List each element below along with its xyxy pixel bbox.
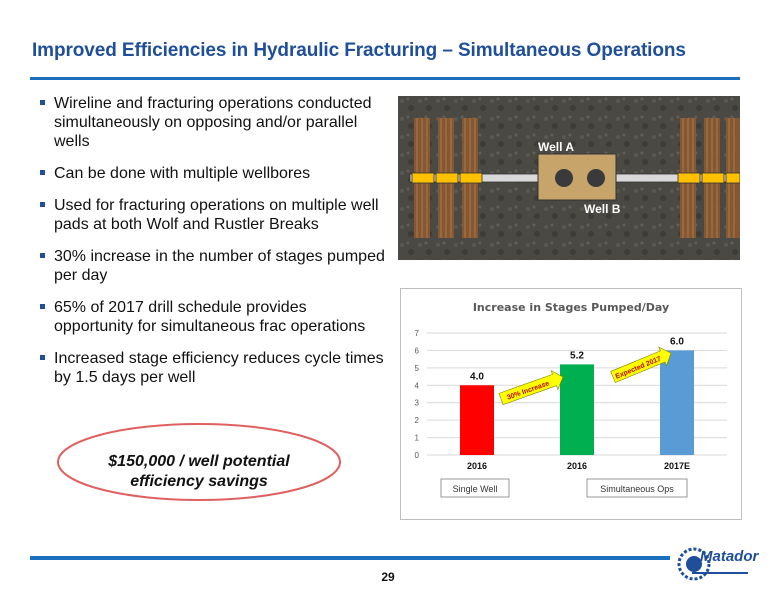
y-tick-label: 6: [415, 346, 420, 355]
data-label: 5.2: [570, 350, 584, 361]
well-a-label: Well A: [538, 140, 575, 154]
page-number: 29: [381, 570, 395, 584]
bullet-item: 65% of 2017 drill schedule provides oppo…: [38, 298, 388, 336]
single-well-label: Single Well: [453, 484, 498, 494]
y-tick-label: 7: [415, 329, 420, 338]
y-tick-label: 0: [415, 451, 420, 460]
expected-arrow-shape: [610, 346, 672, 383]
bar: [660, 350, 694, 455]
bullet-square-icon: [40, 202, 45, 207]
y-tick-label: 3: [415, 399, 420, 408]
data-label: 4.0: [470, 371, 484, 382]
chart-title: Increase in Stages Pumped/Day: [473, 301, 669, 314]
logo-text: Matador: [700, 548, 759, 565]
stages-chart: Increase in Stages Pumped/Day 0 1 2 3 4 5 6 7 4.0…: [400, 288, 742, 520]
bullet-square-icon: [40, 355, 45, 360]
well-b-label: Well B: [584, 202, 621, 216]
bullet-item: Wireline and fracturing operations condu…: [38, 94, 388, 151]
bullet-text: 65% of 2017 drill schedule provides oppo…: [54, 299, 366, 335]
bullet-item: 30% increase in the number of stages pum…: [38, 247, 388, 285]
y-tick-label: 2: [415, 416, 420, 425]
bullet-square-icon: [40, 100, 45, 105]
increase-arrow-shape: [498, 369, 564, 406]
savings-line-2: efficiency savings: [130, 473, 268, 490]
matador-logo-icon: [677, 547, 748, 581]
bullet-text: Can be done with multiple wellbores: [54, 165, 311, 182]
page-title: Improved Efficiencies in Hydraulic Fract…: [32, 40, 686, 61]
data-label: 6.0: [670, 336, 684, 347]
chart-canvas: Increase in Stages Pumped/Day 0 1 2 3 4 5 6 7 4.0…: [415, 301, 727, 498]
bar: [460, 385, 494, 455]
savings-callout: $150,000 / well potential efficiency sav…: [54, 452, 344, 492]
y-tick-label: 1: [415, 434, 420, 443]
savings-oval: [57, 423, 341, 501]
simultaneous-ops-box: [586, 478, 688, 498]
bullet-square-icon: [40, 304, 45, 309]
savings-line-1: $150,000 / well potential: [108, 453, 290, 470]
x-tick-label: 2016: [567, 461, 587, 471]
y-tick-label: 4: [415, 381, 420, 390]
simul-frac-diagram: Well A Well B: [398, 96, 740, 260]
bullet-item: Increased stage efficiency reduces cycle…: [38, 349, 388, 387]
bullet-square-icon: [40, 170, 45, 175]
bar: [560, 364, 594, 455]
bullet-text: 30% increase in the number of stages pum…: [54, 248, 385, 284]
bullet-list: Wireline and fracturing operations condu…: [38, 94, 388, 400]
single-well-box: [440, 478, 510, 498]
simultaneous-ops-label: Simultaneous Ops: [600, 484, 674, 494]
y-tick-label: 5: [415, 364, 420, 373]
title-divider: [30, 77, 740, 80]
x-tick-label: 2017E: [664, 461, 690, 471]
x-tick-label: 2016: [467, 461, 487, 471]
bullet-text: Wireline and fracturing operations condu…: [54, 95, 372, 150]
bullet-item: Used for fracturing operations on multip…: [38, 196, 388, 234]
bullet-item: Can be done with multiple wellbores: [38, 164, 388, 183]
bullet-text: Used for fracturing operations on multip…: [54, 197, 379, 233]
footer-divider: [30, 556, 670, 560]
bullet-text: Increased stage efficiency reduces cycle…: [54, 350, 384, 386]
bullet-square-icon: [40, 253, 45, 258]
